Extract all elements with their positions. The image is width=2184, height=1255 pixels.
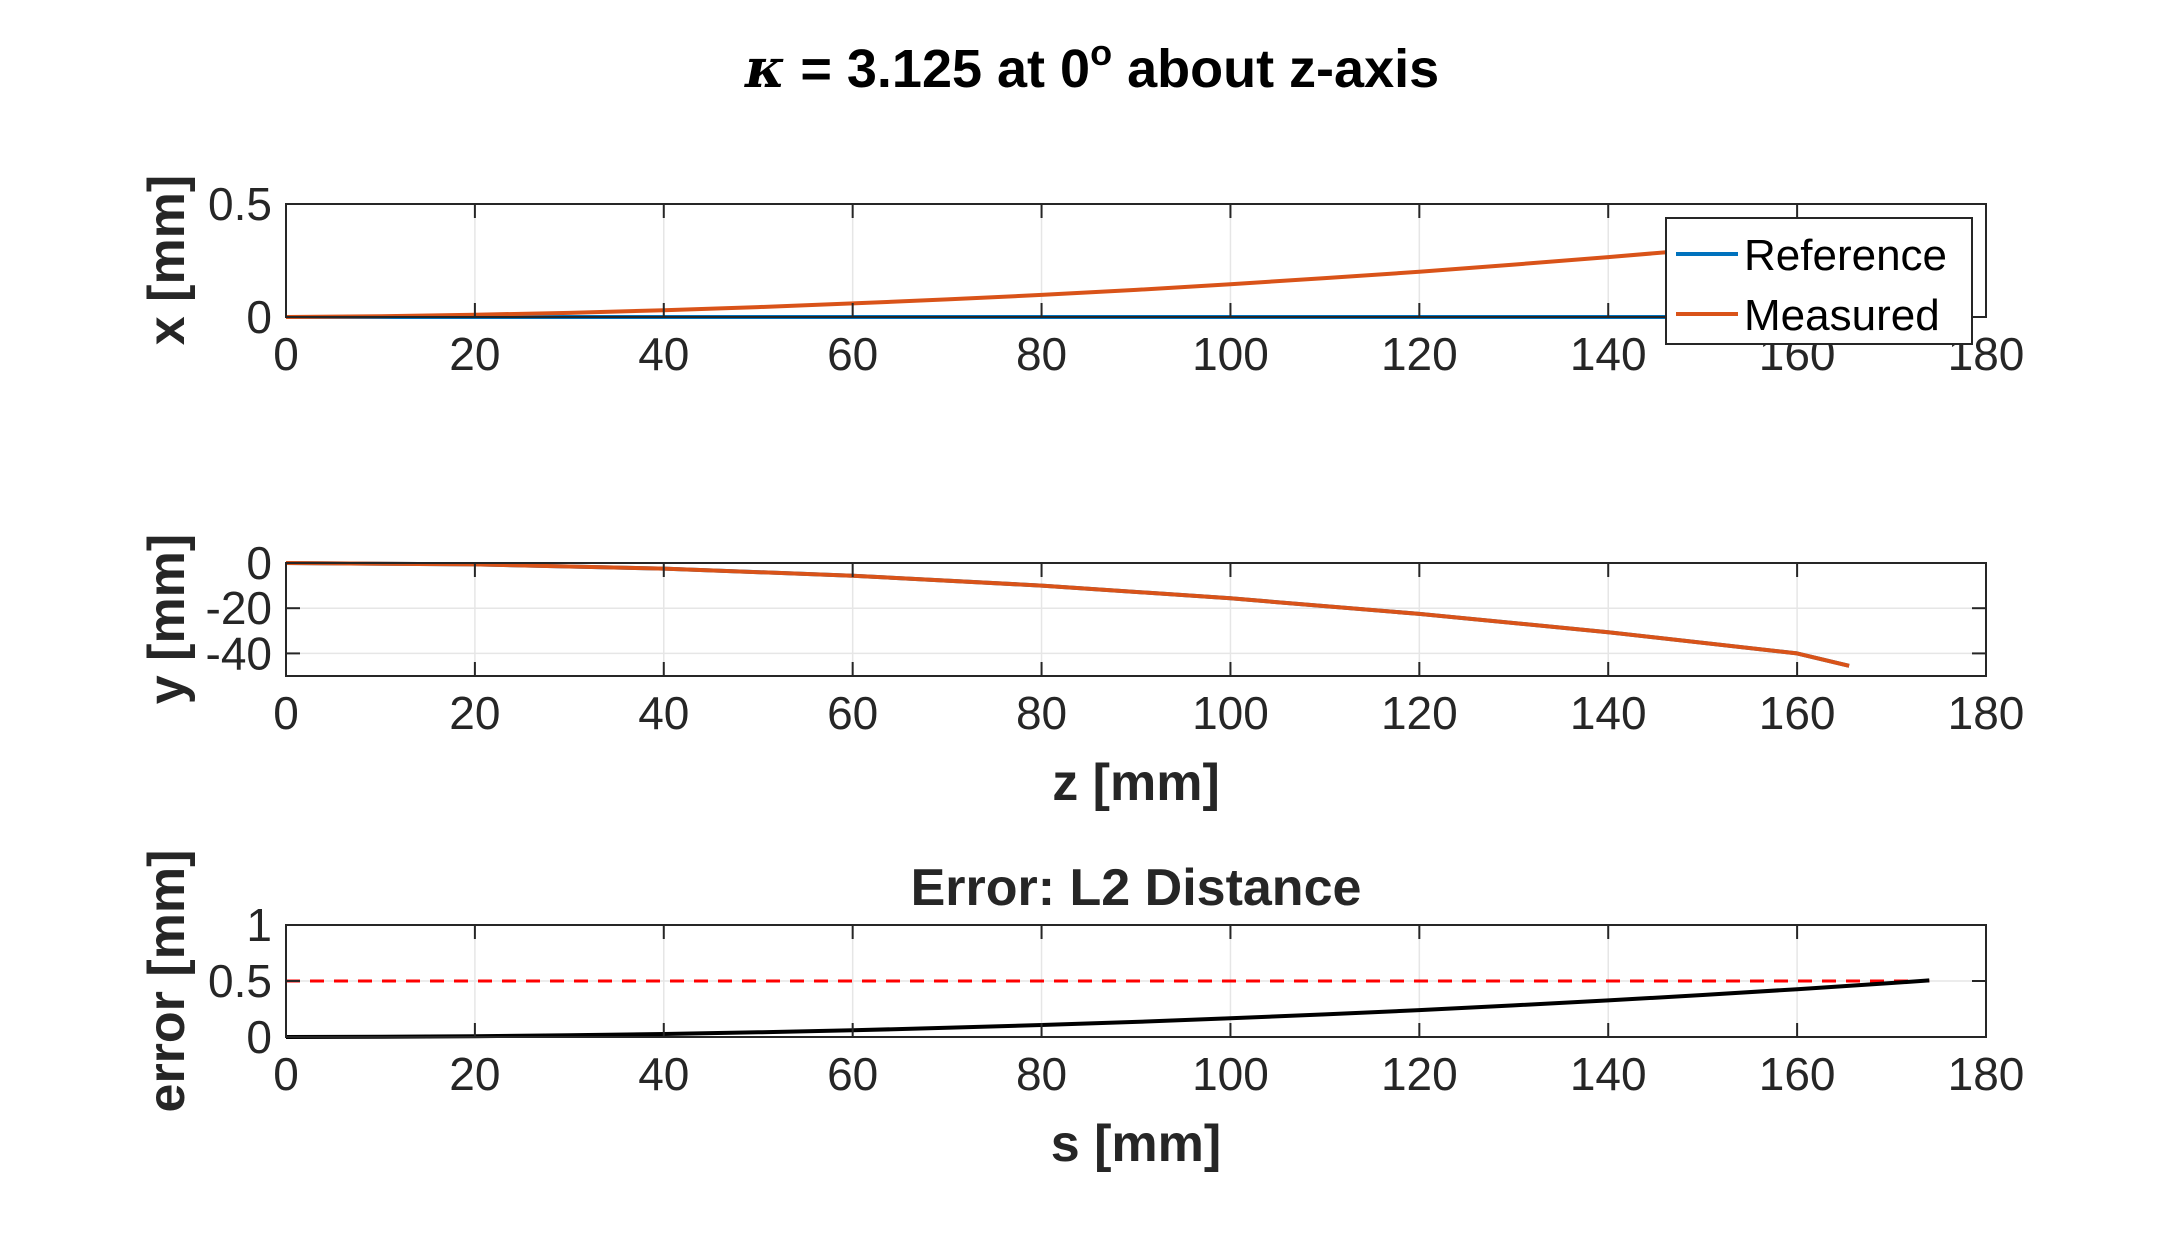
axes-frame (285, 203, 1987, 318)
x-tick-label: 40 (638, 328, 689, 380)
x-tick-label: 120 (1381, 1048, 1458, 1100)
x-tick-label: 40 (638, 1048, 689, 1100)
axes-frame (285, 562, 1987, 677)
x-tick-label: 180 (1948, 1048, 2025, 1100)
subplot-title: Error: L2 Distance (911, 859, 1362, 917)
y-tick-label: -40 (206, 627, 272, 679)
x-tick-label: 0 (273, 328, 299, 380)
y-axis-label: error [mm] (138, 850, 196, 1113)
x-tick-label: 100 (1192, 1048, 1269, 1100)
title-symbol: κ (744, 36, 785, 100)
x-tick-label: 20 (449, 1048, 500, 1100)
y-tick-label: 0 (246, 1011, 272, 1063)
legend-box (1665, 217, 1973, 345)
x-tick-label: 160 (1759, 1048, 1836, 1100)
plot-area (286, 563, 1986, 676)
y-tick-label: 1 (246, 899, 272, 951)
title-superscript: o (1090, 32, 1112, 73)
x-tick-label: 100 (1192, 328, 1269, 380)
y-axis-label: x [mm] (138, 175, 196, 345)
y-tick-label: 0.5 (208, 955, 272, 1007)
x-tick-label: 20 (449, 328, 500, 380)
title-main: = 3.125 at 0 (785, 39, 1090, 99)
y-axis-label: y [mm] (138, 534, 196, 704)
x-axis-label: z [mm] (1052, 754, 1220, 812)
x-tick-label: 20 (449, 687, 500, 739)
legend-entry: Reference (1744, 231, 1947, 280)
x-tick-label: 140 (1570, 687, 1647, 739)
y-tick-label: -20 (206, 582, 272, 634)
x-tick-label: 60 (827, 328, 878, 380)
y-tick-label: 0 (246, 537, 272, 589)
series-line-measured (285, 561, 1850, 668)
series-line-measured (285, 233, 1850, 319)
legend: Reference Measured (1665, 217, 1973, 345)
x-tick-label: 140 (1570, 1048, 1647, 1100)
x-tick-label: 60 (827, 687, 878, 739)
x-tick-label: 80 (1016, 328, 1067, 380)
x-tick-label: 100 (1192, 687, 1269, 739)
x-tick-label: 120 (1381, 687, 1458, 739)
x-tick-label: 160 (1759, 687, 1836, 739)
y-tick-label: 0.5 (208, 178, 272, 230)
title-rest: about z-axis (1112, 39, 1439, 99)
x-tick-label: 40 (638, 687, 689, 739)
x-tick-label: 80 (1016, 1048, 1067, 1100)
legend-entry: Measured (1744, 291, 1940, 340)
subplot-3: 0 20 40 60 80 100 120 140 160 180 00.51 error [mm] s… (138, 850, 2024, 1173)
x-tick-label: 0 (273, 1048, 299, 1100)
x-axis-label: s [mm] (1051, 1115, 1221, 1173)
x-tick-label: 0 (273, 687, 299, 739)
x-tick-label: 120 (1381, 328, 1458, 380)
x-tick-label: 180 (1948, 687, 2025, 739)
series-line-error (285, 978, 1930, 1039)
x-tick-label: 60 (827, 1048, 878, 1100)
x-tick-label: 80 (1016, 687, 1067, 739)
figure-title: κ = 3.125 at 0o about z-axis (744, 32, 1439, 100)
x-tick-label: 140 (1570, 328, 1647, 380)
y-tick-label: 0 (246, 291, 272, 343)
